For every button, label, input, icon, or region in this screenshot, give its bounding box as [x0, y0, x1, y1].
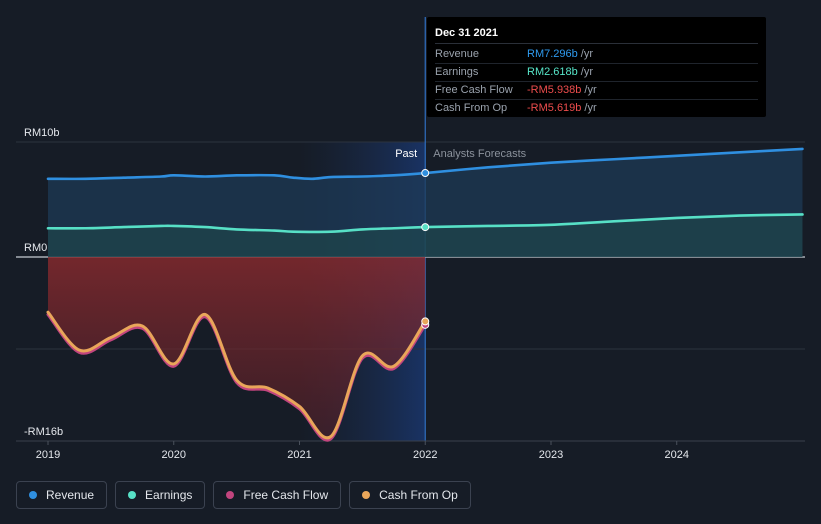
- y-axis-label: RM10b: [24, 127, 59, 139]
- x-axis-tick-label: 2024: [664, 449, 688, 461]
- legend-item-cash-from-op[interactable]: Cash From Op: [349, 481, 471, 509]
- legend-item-revenue[interactable]: Revenue: [16, 481, 108, 509]
- legend-dot-icon: [128, 491, 137, 499]
- tooltip-row: Free Cash Flow -RM5.938b/yr: [435, 82, 758, 100]
- x-axis-tick-label: 2023: [539, 449, 563, 461]
- data-point-marker: [421, 223, 430, 232]
- tooltip-row-value: -RM5.938b: [527, 84, 582, 96]
- data-point-marker: [421, 317, 430, 326]
- tooltip-row-value: RM2.618b: [527, 66, 578, 78]
- legend-item-free-cash-flow[interactable]: Free Cash Flow: [213, 481, 342, 509]
- legend-label: Free Cash Flow: [243, 488, 329, 502]
- legend-item-earnings[interactable]: Earnings: [115, 481, 206, 509]
- free-cash-flow-area: [48, 257, 426, 441]
- legend: Revenue Earnings Free Cash Flow Cash From O…: [16, 481, 471, 509]
- data-point-marker: [421, 169, 430, 178]
- x-axis-tick-label: 2021: [287, 449, 311, 461]
- series-line-earnings: [46, 213, 804, 234]
- tooltip-row-name: Free Cash Flow: [435, 84, 513, 96]
- analysts-forecasts-label: Analysts Forecasts: [433, 148, 526, 160]
- tooltip-row-unit: /yr: [580, 66, 593, 78]
- series-line-cash-from-op: [46, 310, 427, 440]
- tooltip-date: Dec 31 2021: [435, 25, 758, 44]
- tooltip-row: Earnings RM2.618b/yr: [435, 64, 758, 82]
- past-label: Past: [395, 148, 417, 160]
- x-axis-tick-label: 2022: [413, 449, 437, 461]
- tooltip-row-name: Revenue: [435, 48, 480, 60]
- data-tooltip: Dec 31 2021 Revenue RM7.296b/yr Earnings RM…: [427, 17, 766, 117]
- tooltip-row-unit: /yr: [584, 102, 597, 114]
- tooltip-row-name: Earnings: [435, 66, 479, 78]
- x-axis-tick-label: 2020: [162, 449, 186, 461]
- tooltip-row: Cash From Op -RM5.619b/yr: [435, 100, 758, 117]
- tooltip-row-unit: /yr: [580, 48, 593, 60]
- legend-dot-icon: [29, 491, 37, 499]
- tooltip-row-value: RM7.296b: [527, 48, 578, 60]
- legend-dot-icon: [362, 491, 371, 499]
- x-axis-tick-label: 2019: [36, 449, 60, 461]
- tooltip-row: Revenue RM7.296b/yr: [435, 46, 758, 64]
- legend-label: Revenue: [46, 488, 95, 502]
- series-line-revenue: [46, 147, 804, 181]
- tooltip-row-unit: /yr: [584, 84, 597, 96]
- legend-dot-icon: [226, 491, 235, 499]
- tooltip-row-value: -RM5.619b: [527, 102, 582, 114]
- legend-label: Earnings: [145, 488, 193, 502]
- y-axis-label: RM0: [24, 242, 47, 254]
- tooltip-row-name: Cash From Op: [435, 102, 508, 114]
- earnings-area: [48, 214, 803, 257]
- legend-label: Cash From Op: [379, 488, 458, 502]
- y-axis-label: -RM16b: [24, 426, 63, 438]
